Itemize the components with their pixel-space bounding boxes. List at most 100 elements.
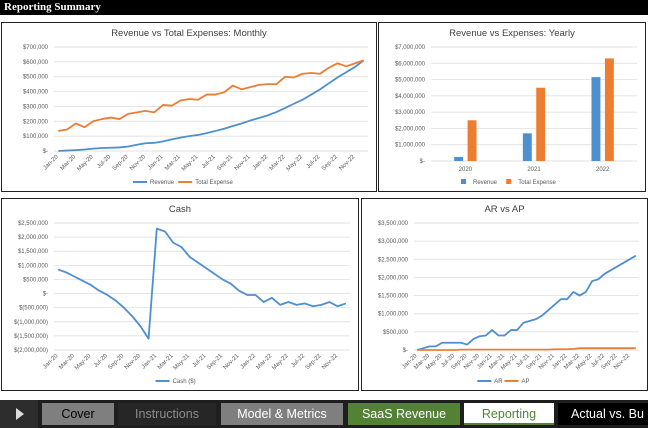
x-tick-label: Nov-22: [338, 154, 356, 172]
y-tick-label: $(1,000,000): [14, 320, 48, 326]
sheet-tab[interactable]: Instructions: [118, 403, 216, 425]
legend-label: Total Expense: [195, 180, 233, 186]
scroll-button[interactable]: [0, 400, 38, 428]
y-tick-label: $7,000,000: [395, 45, 426, 51]
y-tick-label: $2,500,000: [18, 221, 49, 227]
x-tick-label: May-21: [181, 154, 200, 173]
y-tick-label: $4,000,000: [395, 94, 426, 100]
x-tick-label: Jan-20: [43, 154, 61, 172]
y-tick-label: $2,500,000: [378, 257, 409, 263]
chart-panel: Revenue vs Total Expenses: Monthly $- $100…: [1, 22, 377, 192]
x-tick-label: Jan-22: [252, 154, 270, 172]
chart-title: Revenue vs Total Expenses: Monthly: [111, 28, 267, 39]
x-tick-label: Jul-21: [201, 154, 217, 170]
x-tick-label: Sep-20: [107, 353, 125, 371]
x-tick-label: Jan-21: [147, 154, 165, 172]
y-tick-label: $200,000: [23, 119, 49, 125]
x-tick-label: May-22: [286, 154, 305, 173]
y-tick-label: $400,000: [23, 90, 49, 96]
x-tick-label: May-22: [271, 353, 290, 372]
y-tick-label: $3,500,000: [378, 221, 409, 227]
chart: Revenue vs Expenses: Yearly $- $1,000,000 $…: [395, 28, 637, 186]
line-series: [416, 254, 637, 351]
line-series: [58, 59, 365, 152]
y-tick-label: $2,000,000: [395, 126, 426, 132]
x-tick-label: Sep-20: [112, 154, 130, 172]
y-tick-label: $2,000,000: [378, 275, 409, 281]
x-tick-label: Nov-20: [124, 353, 142, 371]
y-tick-label: $500,000: [383, 330, 409, 336]
x-tick-label: Jan-20: [42, 353, 60, 371]
y-tick-label: $3,000,000: [395, 110, 426, 116]
line-series: [57, 227, 347, 340]
y-tick-label: $500,000: [23, 277, 49, 283]
legend-swatch: [506, 179, 512, 184]
x-tick-label: Mar-22: [269, 154, 287, 172]
y-tick-label: $2,000,000: [18, 235, 49, 241]
chart: Revenue vs Total Expenses: Monthly $- $100…: [23, 28, 368, 186]
chart-panel: Revenue vs Expenses: Yearly $- $1,000,000 $…: [378, 22, 646, 192]
x-tick-label: Nov-20: [129, 154, 147, 172]
x-tick-label: Sep-21: [216, 154, 234, 172]
y-tick-label: $600,000: [23, 60, 49, 66]
chart-title: AR vs AP: [484, 204, 524, 215]
y-tick-label: $1,000,000: [378, 312, 409, 318]
sheet-tab[interactable]: Model & Metrics: [221, 403, 343, 425]
x-tick-label: Nov-22: [321, 353, 339, 371]
y-tick-label: $(1,500,000): [14, 334, 48, 340]
x-tick-label: Mar-20: [60, 154, 78, 172]
y-tick-label: $(2,000,000): [14, 348, 48, 354]
legend-label: AP: [522, 379, 530, 385]
x-tick-label: Nov-21: [234, 154, 252, 172]
x-tick-label: 2020: [459, 167, 473, 173]
chart-panel: AR vs AP $- $500,000 $1,000,000 $1,500,000 $2…: [361, 198, 648, 391]
bar: [591, 77, 601, 161]
legend-label: Cash ($): [173, 379, 196, 385]
legend-label: Revenue: [473, 180, 498, 186]
y-tick-label: $500,000: [23, 75, 49, 81]
chart: AR vs AP $- $500,000 $1,000,000 $1,500,000 $2…: [378, 204, 639, 385]
y-tick-label: $1,500,000: [18, 249, 49, 255]
y-tick-label: $1,000,000: [18, 263, 49, 269]
x-tick-label: May-20: [76, 154, 95, 173]
x-tick-label: Mar-21: [164, 154, 182, 172]
chart-title: Revenue vs Expenses: Yearly: [449, 28, 575, 39]
y-tick-label: $-: [43, 292, 48, 298]
y-tick-label: $5,000,000: [395, 78, 426, 84]
legend-swatch: [461, 179, 466, 184]
bar: [454, 156, 464, 161]
chart-title: Cash: [169, 204, 191, 215]
sheet-tab-bar: Cover Instructions Model & Metrics SaaS …: [0, 400, 648, 428]
x-tick-label: Jul-22: [306, 154, 322, 170]
sheet-tab[interactable]: SaaS Revenue: [348, 403, 460, 425]
y-tick-label: $700,000: [23, 45, 49, 51]
bar: [536, 87, 546, 161]
x-tick-label: 2021: [527, 167, 541, 173]
bar: [522, 133, 532, 161]
bar: [604, 58, 614, 161]
y-tick-label: $-: [403, 348, 408, 354]
line-series: [417, 347, 636, 351]
y-tick-label: $(500,000): [19, 306, 48, 312]
sheet-tab-active[interactable]: Reporting: [464, 403, 554, 425]
y-tick-label: $1,000,000: [395, 143, 426, 149]
header-title: Reporting Summary: [4, 1, 101, 13]
x-tick-label: Sep-21: [206, 353, 224, 371]
x-tick-label: Sep-22: [305, 353, 323, 371]
y-tick-label: $300,000: [23, 104, 49, 110]
header-bar: Reporting Summary: [0, 0, 648, 15]
legend-label: Total Expense: [518, 180, 556, 186]
x-tick-label: Nov-21: [222, 353, 240, 371]
x-tick-label: Jan-22: [240, 353, 258, 371]
y-tick-label: $100,000: [23, 134, 49, 140]
legend-label: AR: [494, 379, 503, 385]
y-tick-label: $3,000,000: [378, 239, 409, 245]
x-tick-label: May-21: [173, 353, 192, 372]
sheet-tab[interactable]: Cover: [42, 403, 114, 425]
y-tick-label: $-: [43, 149, 48, 155]
line-series: [58, 59, 364, 132]
bar: [467, 120, 477, 161]
y-tick-label: $1,500,000: [378, 294, 409, 300]
sheet-tab[interactable]: Actual vs. Bu: [558, 403, 648, 425]
